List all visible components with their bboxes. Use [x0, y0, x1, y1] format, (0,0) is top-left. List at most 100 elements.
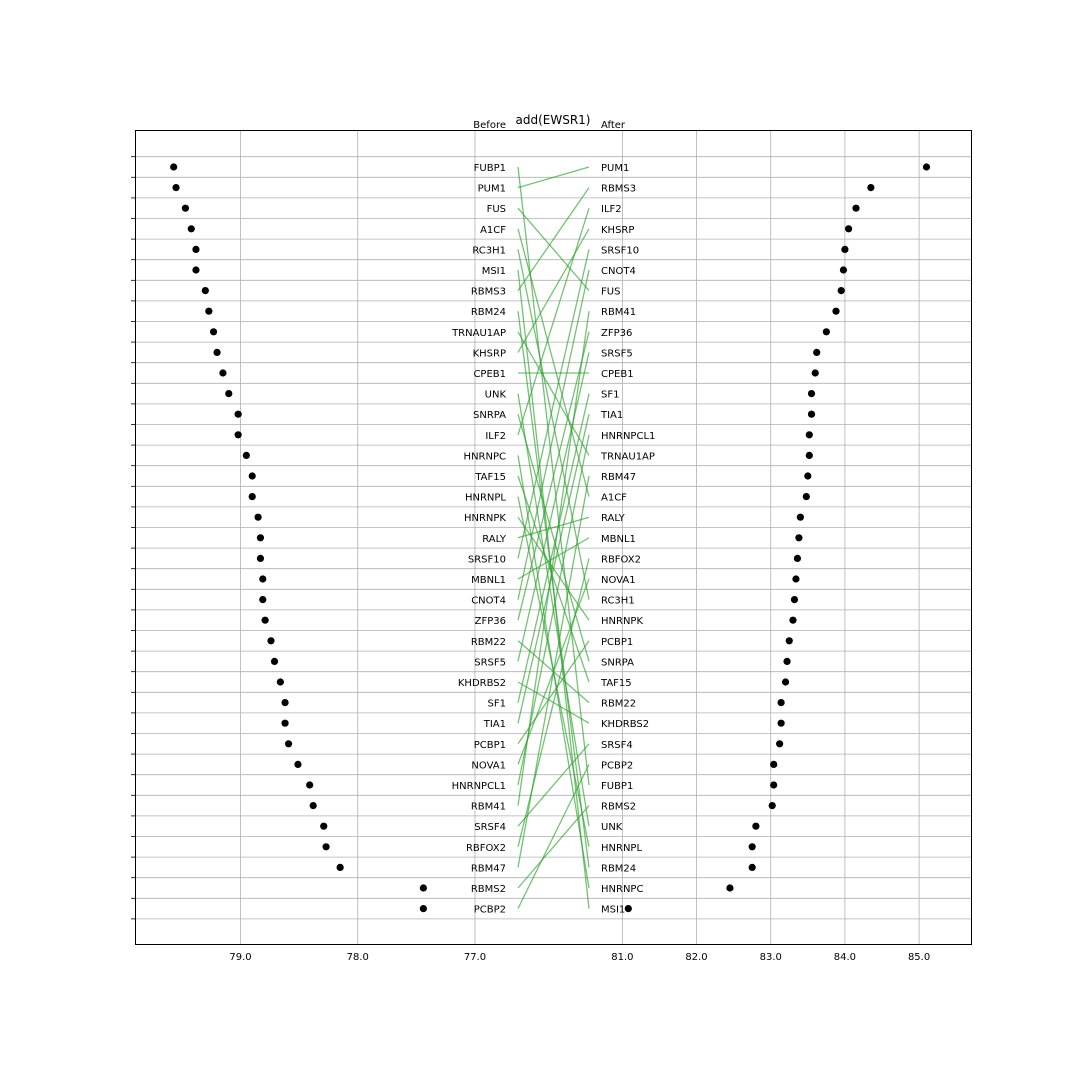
after-point [805, 451, 813, 459]
after-label: MBNL1 [601, 534, 636, 545]
after-point [837, 287, 845, 295]
before-label: RBM47 [471, 863, 506, 874]
before-label: SF1 [488, 699, 506, 710]
after-label: SRSF5 [601, 348, 633, 359]
before-point [270, 657, 279, 666]
before-label: CPEB1 [473, 369, 506, 380]
after-point [813, 348, 821, 356]
slope-line [517, 166, 590, 189]
before-point [419, 884, 427, 892]
before-label: HNRNPL [465, 493, 506, 504]
after-label: ILF2 [601, 204, 622, 215]
slope-line [517, 228, 590, 353]
after-label: CNOT4 [601, 266, 636, 277]
after-point [768, 802, 776, 810]
slope-line [517, 208, 590, 435]
slope-line [517, 764, 590, 909]
after-header: After [601, 120, 626, 131]
slope-line [517, 269, 590, 600]
before-point [322, 843, 330, 851]
after-label: CPEB1 [601, 369, 634, 380]
after-label: PCBP2 [601, 760, 633, 771]
after-point [776, 740, 784, 748]
after-point [770, 760, 778, 769]
slope-line [517, 331, 590, 621]
after-label: RBMS2 [601, 802, 636, 813]
after-label: TAF15 [600, 678, 632, 689]
before-label: MBNL1 [471, 575, 506, 586]
after-point [811, 369, 819, 377]
slope-line [517, 805, 590, 889]
before-point [267, 637, 275, 645]
before-label: TIA1 [483, 719, 506, 730]
after-label: PUM1 [601, 163, 629, 174]
before-point [254, 513, 262, 521]
before-label: MSI1 [482, 266, 506, 277]
after-point [777, 719, 785, 727]
after-point [805, 431, 813, 439]
after-point [922, 163, 931, 171]
before-point [181, 204, 190, 212]
after-point [867, 184, 875, 192]
after-label: RBM22 [601, 699, 636, 710]
slope-line [517, 207, 590, 292]
before-label: RBM41 [471, 802, 506, 813]
before-point [209, 328, 218, 336]
before-point [281, 719, 289, 727]
after-point [785, 637, 793, 645]
after-point [804, 472, 812, 480]
after-label: HNRNPCL1 [601, 431, 655, 442]
x-tick-label: 83.0 [760, 952, 782, 963]
before-point [248, 493, 256, 501]
before-label: KHSRP [473, 348, 506, 359]
slope-line [517, 558, 590, 847]
before-label: PUM1 [478, 184, 506, 195]
slope-line [517, 393, 590, 703]
before-label: KHDRBS2 [458, 678, 506, 689]
after-label: A1CF [601, 493, 627, 504]
after-point [807, 410, 816, 418]
before-label: FUBP1 [474, 163, 506, 174]
before-point [276, 678, 284, 686]
after-label: HNRNPC [601, 884, 643, 895]
before-label: RBMS3 [471, 287, 506, 298]
before-label: SNRPA [473, 410, 506, 421]
after-point [793, 554, 802, 563]
before-label: TRNAU1AP [451, 328, 506, 339]
after-point [777, 699, 785, 707]
x-tick-label: 84.0 [834, 952, 856, 963]
chart-title: add(EWSR1) [516, 113, 591, 127]
slope-line [517, 249, 590, 559]
before-label: RBM22 [471, 637, 506, 648]
after-label: ZFP36 [601, 328, 632, 339]
after-label: RC3H1 [601, 596, 635, 607]
before-point [419, 905, 427, 913]
after-label: KHDRBS2 [601, 719, 649, 730]
x-tick-label: 82.0 [685, 952, 707, 963]
x-tick-label: 81.0 [611, 952, 633, 963]
after-label: SF1 [601, 390, 619, 401]
after-point [802, 493, 810, 501]
after-point [770, 781, 778, 789]
before-label: ZFP36 [475, 616, 506, 627]
after-label: SRSF10 [601, 245, 639, 256]
before-label: SRSF10 [468, 554, 506, 565]
after-label: PCBP1 [601, 637, 633, 648]
x-tick-label: 78.0 [347, 952, 369, 963]
before-point [336, 863, 344, 872]
after-point [789, 616, 797, 624]
before-label: A1CF [480, 225, 506, 236]
before-point [225, 390, 233, 398]
before-point [306, 781, 314, 789]
before-point [248, 472, 256, 480]
after-label: RALY [601, 513, 626, 524]
after-label: HNRNPL [601, 843, 642, 854]
after-label: FUS [601, 287, 620, 298]
after-label: RBMS3 [601, 184, 636, 195]
before-label: HNRNPCL1 [452, 781, 506, 792]
before-label: RALY [482, 534, 507, 545]
before-point [192, 245, 200, 253]
before-point [205, 307, 213, 315]
before-label: FUS [487, 204, 506, 215]
